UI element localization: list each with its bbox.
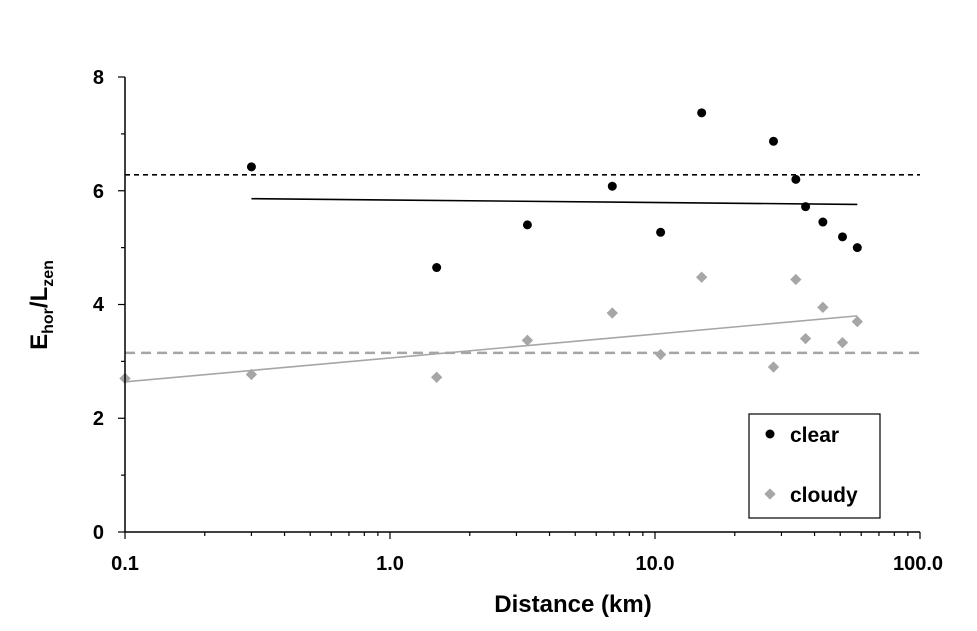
cloudy-point bbox=[431, 371, 443, 383]
legend-marker-clear bbox=[765, 429, 775, 439]
legend-marker-cloudy bbox=[764, 488, 776, 500]
x-tick-label: 10.0 bbox=[636, 553, 675, 575]
legend-label-clear: clear bbox=[790, 424, 839, 447]
cloudy-trend-line bbox=[124, 315, 858, 383]
cloudy-point bbox=[817, 301, 829, 314]
legend-label-cloudy: cloudy bbox=[790, 484, 858, 507]
y-tick-label: 4 bbox=[93, 294, 105, 316]
clear-point bbox=[838, 232, 848, 242]
y-tick-label: 0 bbox=[93, 522, 104, 544]
clear-point bbox=[697, 108, 707, 118]
clear-point bbox=[768, 136, 778, 146]
y-axis-title-sub2: zen bbox=[40, 260, 57, 287]
cloudy-point bbox=[799, 332, 812, 345]
legend: clear cloudy bbox=[748, 413, 881, 519]
clear-point bbox=[852, 243, 862, 253]
reference-lines bbox=[125, 174, 920, 355]
y-axis-title-main: E bbox=[26, 334, 53, 350]
cloudy-point bbox=[836, 336, 849, 349]
data-points bbox=[119, 108, 863, 385]
y-tick-label: 8 bbox=[93, 67, 104, 89]
y-tick-labels: 0 2 4 6 8 bbox=[93, 67, 105, 544]
x-tick-labels: 0.1 1.0 10.0 100.0 bbox=[111, 553, 943, 575]
cloudy-point bbox=[245, 368, 258, 381]
cloudy-point bbox=[606, 307, 618, 319]
clear-point bbox=[801, 202, 811, 212]
cloudy-point bbox=[696, 271, 708, 283]
x-tick-label: 1.0 bbox=[376, 553, 404, 575]
clear-trend-line bbox=[251, 197, 858, 206]
cloudy-point bbox=[521, 334, 534, 346]
y-axis-title-sub1: hor bbox=[40, 308, 57, 334]
y-tick-label: 2 bbox=[93, 408, 104, 430]
x-axis-title: Distance (km) bbox=[494, 591, 651, 618]
cloudy-point bbox=[851, 315, 863, 328]
cloudy-point bbox=[654, 348, 667, 361]
x-tick-label: 0.1 bbox=[111, 553, 139, 575]
y-axis-title-mid: /L bbox=[26, 287, 53, 308]
axis-ticks bbox=[118, 76, 921, 539]
clear-point bbox=[522, 220, 532, 230]
clear-point bbox=[607, 181, 617, 191]
cloudy-point bbox=[767, 361, 780, 373]
clear-point bbox=[656, 227, 666, 237]
y-tick-label: 6 bbox=[93, 181, 104, 203]
clear-point bbox=[246, 162, 256, 172]
clear-point bbox=[432, 263, 442, 273]
clear-point bbox=[818, 217, 828, 227]
cloudy-point bbox=[790, 273, 802, 286]
x-tick-label: 100.0 bbox=[893, 553, 943, 575]
clear-point bbox=[791, 174, 801, 184]
y-axis-title: Ehor/Lzen bbox=[26, 260, 57, 350]
trend-lines bbox=[124, 197, 858, 383]
